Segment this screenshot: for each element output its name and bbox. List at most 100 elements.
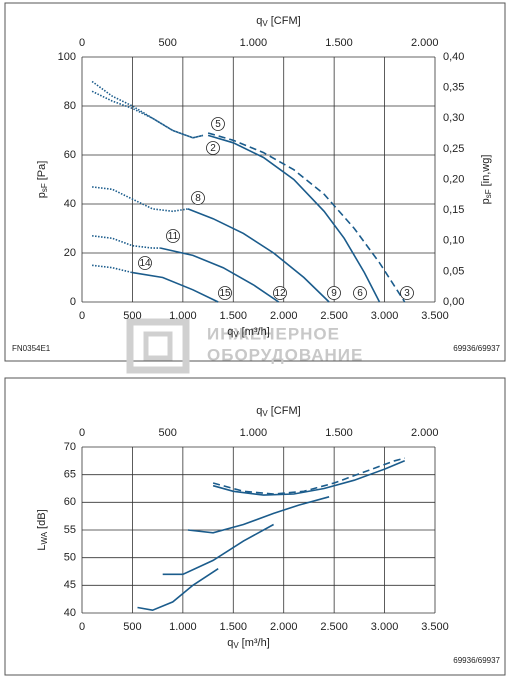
footnote: 69936/69937 [453, 656, 500, 665]
y2-axis-title: psF [in,wg] [480, 155, 493, 205]
x2-axis-title: qV [CFM] [256, 15, 300, 28]
x-tick-label: 1.000 [169, 310, 197, 322]
y2-tick-label: 0,05 [443, 265, 464, 277]
x-tick-label: 1.000 [169, 621, 197, 633]
x2-tick-label: 500 [158, 427, 176, 439]
curve-label-ring [211, 117, 225, 131]
x2-axis-title-main: q [256, 15, 262, 27]
y-tick-label: 40 [64, 198, 76, 210]
x-tick-label: 500 [123, 310, 141, 322]
curve-label: 6 [357, 288, 363, 299]
x-tick-label: 2.000 [270, 310, 298, 322]
x-tick-label: 2.000 [270, 621, 298, 633]
y2-tick-label: 0,30 [443, 112, 464, 124]
y-tick-label: 55 [64, 524, 76, 536]
y-axis-title: LWA [dB] [36, 509, 49, 550]
curve-label-ring [400, 286, 414, 300]
y2-tick-label: 0,35 [443, 82, 464, 94]
x-tick-label: 0 [79, 310, 85, 322]
x2-tick-label: 500 [158, 37, 176, 49]
frame [4, 2, 506, 362]
y-axis-title-sub: sF [40, 183, 49, 192]
curve-label-ring [166, 229, 180, 243]
curve [212, 460, 406, 496]
x2-axis-title-sub: V [262, 409, 268, 418]
x-axis-title-sub: V [233, 330, 239, 339]
curve [132, 271, 219, 303]
x2-tick-label: 1.500 [325, 427, 353, 439]
watermark-text: ИНЖЕНЕРНОЕ [207, 324, 340, 343]
curve [187, 496, 330, 534]
curve [91, 80, 204, 139]
x-tick-label: 3.500 [421, 621, 449, 633]
y-axis-title-main: p [36, 192, 48, 198]
x2-axis-title: qV [CFM] [256, 405, 300, 418]
x2-tick-label: 1.500 [325, 37, 353, 49]
curve-label: 15 [219, 288, 231, 299]
curve [207, 132, 406, 303]
x2-axis-title-main: q [256, 405, 262, 417]
curve-label: 11 [168, 231, 179, 242]
watermark-text: ОБОРУДОВАНИЕ [207, 345, 363, 364]
y2-axis-title-main: p [480, 198, 492, 204]
x-tick-label: 3.000 [371, 621, 399, 633]
curve-label-ring [206, 141, 220, 155]
footnote: FN0354E1 [12, 344, 51, 353]
curve [162, 523, 274, 576]
x-axis-title-main: q [227, 326, 233, 338]
y-tick-label: 40 [64, 607, 76, 619]
curve-label: 5 [215, 119, 221, 130]
footnote: 69936/69937 [453, 344, 500, 353]
y-tick-label: 65 [64, 469, 76, 481]
y2-tick-label: 0,15 [443, 204, 464, 216]
watermark: ИНЖЕНЕРНОЕ ОБОРУДОВАНИЕ [126, 318, 363, 374]
curve-label-ring [191, 191, 205, 205]
x2-tick-label: 2.000 [411, 427, 439, 439]
curve [92, 235, 161, 249]
x2-tick-label: 0 [79, 427, 85, 439]
curve [212, 457, 405, 495]
curve [92, 186, 189, 213]
x-tick-label: 500 [123, 621, 141, 633]
y2-axis-title-sub: sF [484, 189, 493, 198]
x2-axis-title-unit: [CFM] [271, 15, 301, 27]
x2-axis-title-sub: V [262, 19, 268, 28]
curve-label: 3 [404, 288, 410, 299]
x-tick-label: 3.000 [371, 310, 399, 322]
frame [4, 377, 506, 676]
y-axis-title-main: L [36, 545, 48, 551]
y2-tick-label: 0,10 [443, 235, 464, 247]
curve-label: 14 [139, 258, 151, 269]
x2-tick-label: 1.000 [240, 427, 268, 439]
y-tick-label: 80 [64, 100, 76, 112]
x-axis-title: qV [m³/h] [227, 326, 270, 339]
x-axis-title-main: q [227, 637, 233, 649]
y-axis-title-sub: WA [40, 531, 49, 544]
curve-label-ring [353, 286, 367, 300]
curve-label-ring [218, 286, 232, 300]
y2-axis-title-unit: [in,wg] [480, 155, 492, 187]
curve-label: 9 [331, 288, 337, 299]
x-tick-label: 0 [79, 621, 85, 633]
curve [207, 134, 381, 303]
y2-tick-label: 0,40 [443, 51, 464, 63]
curve-label-ring [138, 256, 152, 270]
curve [92, 264, 133, 274]
x-tick-label: 3.500 [421, 310, 449, 322]
y-tick-label: 60 [64, 149, 76, 161]
y2-tick-label: 0,20 [443, 173, 464, 185]
curve [160, 247, 280, 303]
curve-label-ring [273, 286, 287, 300]
y2-tick-label: 0,00 [443, 296, 464, 308]
x-axis-title: qV [m³/h] [227, 637, 270, 650]
y2-tick-label: 0,25 [443, 143, 464, 155]
y-tick-label: 70 [64, 441, 76, 453]
y-axis-title: psF [Pa] [36, 161, 49, 199]
x2-tick-label: 0 [79, 37, 85, 49]
curve-label: 8 [195, 193, 201, 204]
curve [137, 568, 219, 612]
y-tick-label: 50 [64, 552, 76, 564]
y-tick-label: 45 [64, 579, 76, 591]
